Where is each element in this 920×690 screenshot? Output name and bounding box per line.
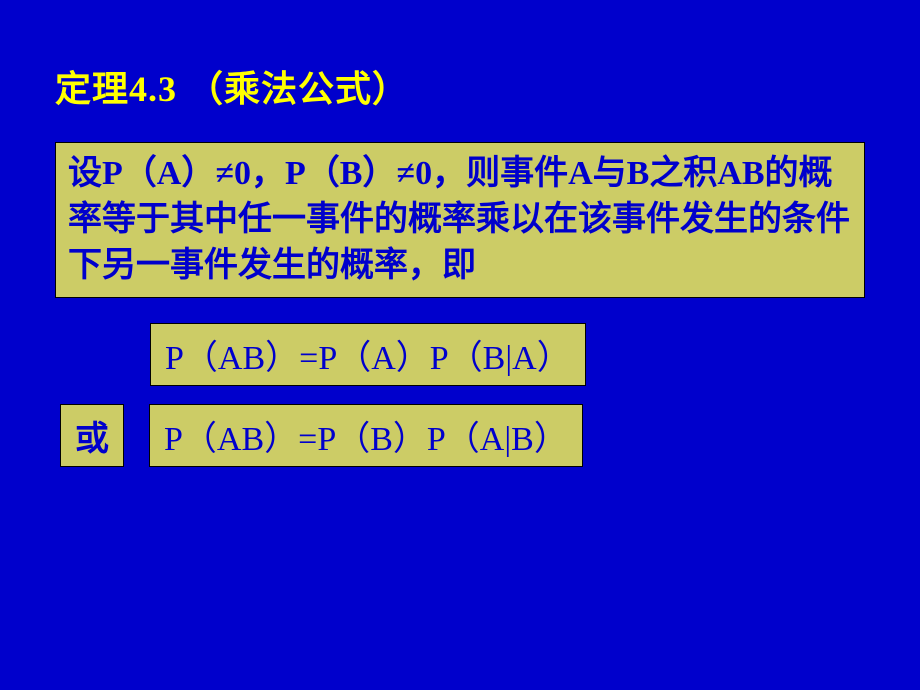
theorem-description: 设P（A）≠0，P（B）≠0，则事件A与B之积AB的概率等于其中任一事件的概率乘… <box>55 142 865 298</box>
formula-2: P（AB）=P（B）P（A|B） <box>149 404 583 467</box>
slide-container: 定理4.3 （乘法公式） 设P（A）≠0，P（B）≠0，则事件A与B之积AB的概… <box>0 0 920 690</box>
theorem-title: 定理4.3 （乘法公式） <box>55 60 865 112</box>
formula-row-2: 或 P（AB）=P（B）P（A|B） <box>55 404 865 467</box>
or-label: 或 <box>60 404 124 467</box>
formula-row-1: P（AB）=P（A）P（B|A） <box>55 323 865 386</box>
formula-1: P（AB）=P（A）P（B|A） <box>150 323 586 386</box>
